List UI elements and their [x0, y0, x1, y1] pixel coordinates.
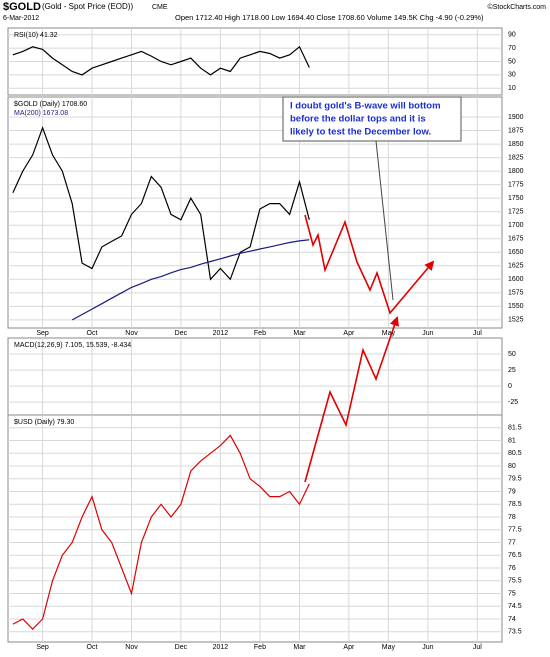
usd-projection — [304, 316, 400, 483]
symbol: $GOLD — [3, 1, 41, 13]
y-tick-label: 50 — [508, 58, 516, 65]
x-tick-label: Apr — [343, 644, 355, 651]
y-tick-label: 76.5 — [508, 552, 522, 559]
y-tick-label: -25 — [508, 399, 518, 406]
y-tick-label: 30 — [508, 72, 516, 79]
x-tick-label: 2012 — [213, 330, 229, 337]
y-tick-label: 76 — [508, 565, 516, 572]
x-tick-label: Feb — [254, 330, 266, 337]
exchange: CME — [152, 4, 168, 11]
y-tick-label: 78 — [508, 514, 516, 521]
gold-projection — [304, 214, 435, 315]
x-tick-label: Sep — [36, 330, 49, 337]
x-tick-label: Sep — [36, 644, 49, 651]
x-tick-label: Nov — [125, 644, 138, 651]
y-tick-label: 77 — [508, 539, 516, 546]
x-tick-label: Jun — [422, 644, 433, 651]
y-tick-label: 1800 — [508, 168, 524, 175]
y-tick-label: 74 — [508, 616, 516, 623]
y-tick-label: 80.5 — [508, 450, 522, 457]
y-tick-label: 81 — [508, 437, 516, 444]
y-tick-label: 1875 — [508, 127, 524, 134]
x-tick-label: 2012 — [213, 644, 229, 651]
series-label: $USD (Daily) 79.30 — [14, 419, 74, 426]
y-tick-label: 74.5 — [508, 603, 522, 610]
y-tick-label: 1700 — [508, 222, 524, 229]
y-tick-label: 70 — [508, 45, 516, 52]
y-tick-label: 80 — [508, 463, 516, 470]
x-tick-label: Nov — [125, 330, 138, 337]
y-tick-label: 78.5 — [508, 501, 522, 508]
y-tick-label: 90 — [508, 32, 516, 39]
y-tick-label: 79 — [508, 488, 516, 495]
x-tick-label: Oct — [87, 330, 98, 337]
y-tick-label: 1900 — [508, 114, 524, 121]
y-tick-label: 1775 — [508, 181, 524, 188]
x-tick-label: Apr — [343, 330, 355, 337]
panel-frame — [7, 96, 503, 329]
x-tick-label: Jul — [473, 644, 482, 651]
series-label: MACD(12,26,9) 7.105, 15.539, -8.434 — [14, 342, 131, 349]
x-tick-label: Dec — [175, 644, 188, 651]
series-line — [12, 434, 310, 631]
x-tick-label: Jul — [473, 330, 482, 337]
x-tick-label: Jun — [422, 330, 433, 337]
x-tick-label: Oct — [87, 644, 98, 651]
y-tick-label: 75.5 — [508, 578, 522, 585]
x-tick-label: Mar — [293, 330, 306, 337]
annotation: before the dollar tops and it is — [290, 114, 426, 125]
description: (Gold - Spot Price (EOD)) — [42, 2, 133, 11]
source: ©StockCharts.com — [488, 3, 547, 11]
y-tick-label: 1625 — [508, 263, 524, 270]
y-tick-label: 25 — [508, 367, 516, 374]
y-tick-label: 75 — [508, 590, 516, 597]
y-tick-label: 1675 — [508, 236, 524, 243]
y-tick-label: 79.5 — [508, 476, 522, 483]
y-tick-label: 10 — [508, 85, 516, 92]
y-tick-label: 1550 — [508, 303, 524, 310]
y-tick-label: 50 — [508, 351, 516, 358]
x-tick-label: Mar — [293, 644, 306, 651]
y-tick-label: 73.5 — [508, 629, 522, 636]
series-line — [71, 239, 310, 321]
series-line — [12, 126, 310, 281]
annotation-box — [282, 96, 462, 142]
series-line — [12, 45, 310, 76]
series-label: RSI(10) 41.32 — [14, 32, 58, 39]
y-tick-label: 1525 — [508, 317, 524, 324]
x-tick-label: May — [382, 644, 396, 651]
series-label: $GOLD (Daily) 1708.60 — [14, 101, 87, 108]
series-label: MA(200) 1673.08 — [14, 110, 68, 117]
date: 6-Mar-2012 — [3, 15, 39, 22]
y-tick-label: 1825 — [508, 154, 524, 161]
plots: 90 70 50 30 10 RSI(10) 41.32 1525 1550 1575 1600 1… — [7, 27, 524, 651]
panel-frame — [7, 414, 503, 643]
x-tick-label: Dec — [175, 330, 188, 337]
quote: Open 1712.40 High 1718.00 Low 1694.40 Cl… — [175, 13, 484, 22]
pointer — [375, 140, 394, 301]
annotation: I doubt gold's B-wave will bottom — [290, 101, 441, 112]
y-tick-label: 77.5 — [508, 527, 522, 534]
y-tick-label: 0 — [508, 383, 512, 390]
y-tick-label: 1575 — [508, 290, 524, 297]
y-tick-label: 1650 — [508, 249, 524, 256]
y-tick-label: 1600 — [508, 276, 524, 283]
x-tick-label: May — [382, 330, 396, 337]
y-tick-label: 1750 — [508, 195, 524, 202]
annotation: likely to test the December low. — [290, 127, 431, 138]
y-tick-label: 1725 — [508, 209, 524, 216]
x-tick-label: Feb — [254, 644, 266, 651]
y-tick-label: 1850 — [508, 141, 524, 148]
y-tick-label: 81.5 — [508, 425, 522, 432]
